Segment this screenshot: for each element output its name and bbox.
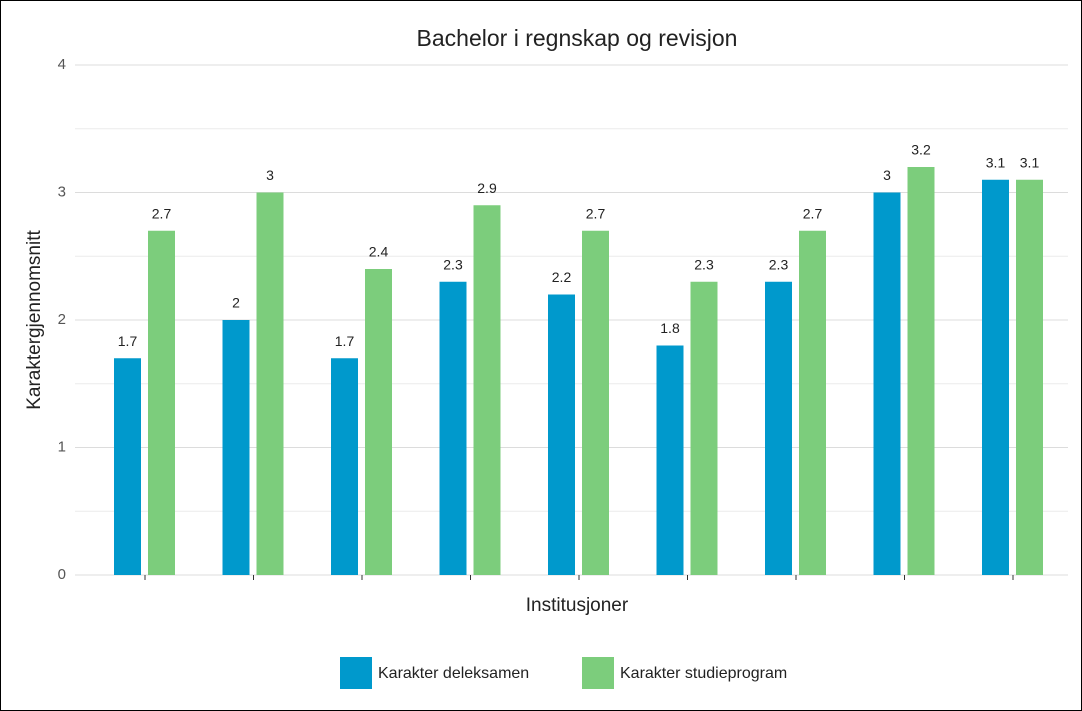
value-label: 1.7 xyxy=(118,333,138,349)
value-label: 2.3 xyxy=(769,256,789,272)
value-label: 1.8 xyxy=(660,320,680,336)
value-label: 2.3 xyxy=(694,256,714,272)
y-tick-label: 1 xyxy=(58,438,66,455)
bar xyxy=(365,269,392,575)
bar xyxy=(256,192,284,575)
legend-swatch xyxy=(582,657,614,689)
value-label: 2.4 xyxy=(369,244,389,260)
value-label: 2.7 xyxy=(152,205,172,221)
legend-label: Karakter deleksamen xyxy=(378,665,529,682)
bar xyxy=(548,294,575,575)
value-label: 2.7 xyxy=(586,205,606,221)
value-label: 2.2 xyxy=(552,269,572,285)
y-tick-label: 4 xyxy=(58,56,66,73)
x-axis-label: Institusjoner xyxy=(526,595,629,616)
bar xyxy=(222,320,250,575)
chart-title: Bachelor i regnskap og revisjon xyxy=(417,25,738,51)
y-tick-label: 0 xyxy=(58,566,66,583)
legend-swatch xyxy=(340,657,372,689)
bar xyxy=(1016,179,1043,575)
value-label: 3 xyxy=(266,167,274,183)
y-tick-label: 2 xyxy=(58,311,66,328)
bar xyxy=(656,345,684,575)
bar xyxy=(114,358,141,575)
value-label: 3.1 xyxy=(986,154,1006,170)
value-label: 3 xyxy=(883,167,891,183)
value-label: 1.7 xyxy=(335,333,355,349)
bar xyxy=(765,281,792,575)
value-label: 3.2 xyxy=(911,142,931,158)
bar xyxy=(982,179,1009,575)
value-label: 2.7 xyxy=(803,205,823,221)
value-label: 3.1 xyxy=(1020,154,1040,170)
legend-label: Karakter studieprogram xyxy=(620,665,787,682)
bar xyxy=(473,205,501,575)
bar xyxy=(331,358,358,575)
bar xyxy=(907,167,935,575)
bar xyxy=(690,281,718,575)
value-label: 2.3 xyxy=(443,256,463,272)
bar xyxy=(148,230,175,575)
y-axis-label: Karaktergjennomsnitt xyxy=(24,230,45,410)
bar xyxy=(439,281,467,575)
bar xyxy=(582,230,609,575)
bar xyxy=(799,230,826,575)
value-label: 2 xyxy=(232,295,240,311)
value-label: 2.9 xyxy=(477,180,497,196)
y-tick-label: 3 xyxy=(58,183,66,200)
bar xyxy=(873,192,901,575)
